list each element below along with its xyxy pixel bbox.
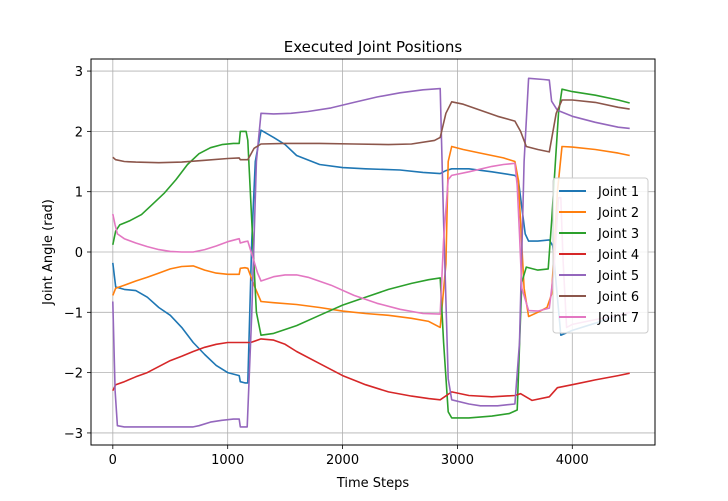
- legend: Joint 1 Joint 2 Joint 3 Joint 4 Joint 5 Joint…: [552, 177, 649, 334]
- series-lines: [112, 77, 630, 428]
- y-tick-label: 1: [75, 186, 83, 201]
- x-tick-label: 0: [109, 453, 117, 468]
- y-tick-label: 3: [75, 65, 83, 80]
- axis-ticks: 0 1000 2000 3000 4000 −3 −2 −1 0 1 2 3: [64, 65, 589, 468]
- legend-label: Joint 1: [597, 185, 639, 200]
- series-line-joint-7: [112, 162, 630, 329]
- chart-title: Executed Joint Positions: [284, 38, 463, 56]
- legend-label: Joint 7: [597, 311, 639, 326]
- x-tick-label: 2000: [326, 453, 359, 468]
- series-line-joint-2: [112, 145, 630, 329]
- series-line-joint-6: [112, 99, 630, 164]
- x-tick-label: 1000: [211, 453, 244, 468]
- legend-label: Joint 6: [597, 290, 639, 305]
- series-line-joint-5: [112, 77, 630, 428]
- x-tick-label: 3000: [441, 453, 474, 468]
- legend-label: Joint 2: [597, 206, 639, 221]
- x-axis-label: Time Steps: [336, 476, 410, 491]
- series-line-joint-3: [112, 88, 630, 419]
- y-tick-label: −1: [64, 306, 83, 321]
- legend-box: [552, 177, 649, 334]
- legend-label: Joint 5: [597, 269, 639, 284]
- legend-label: Joint 4: [597, 248, 639, 263]
- y-tick-label: −3: [64, 427, 83, 442]
- series-line-joint-1: [112, 129, 630, 384]
- y-tick-label: 2: [75, 125, 83, 140]
- y-axis-label: Joint Angle (rad): [41, 199, 56, 306]
- series-line-joint-4: [112, 338, 630, 402]
- x-tick-label: 4000: [556, 453, 589, 468]
- legend-label: Joint 3: [597, 227, 639, 242]
- y-tick-label: 0: [75, 246, 83, 261]
- y-tick-label: −2: [64, 367, 83, 382]
